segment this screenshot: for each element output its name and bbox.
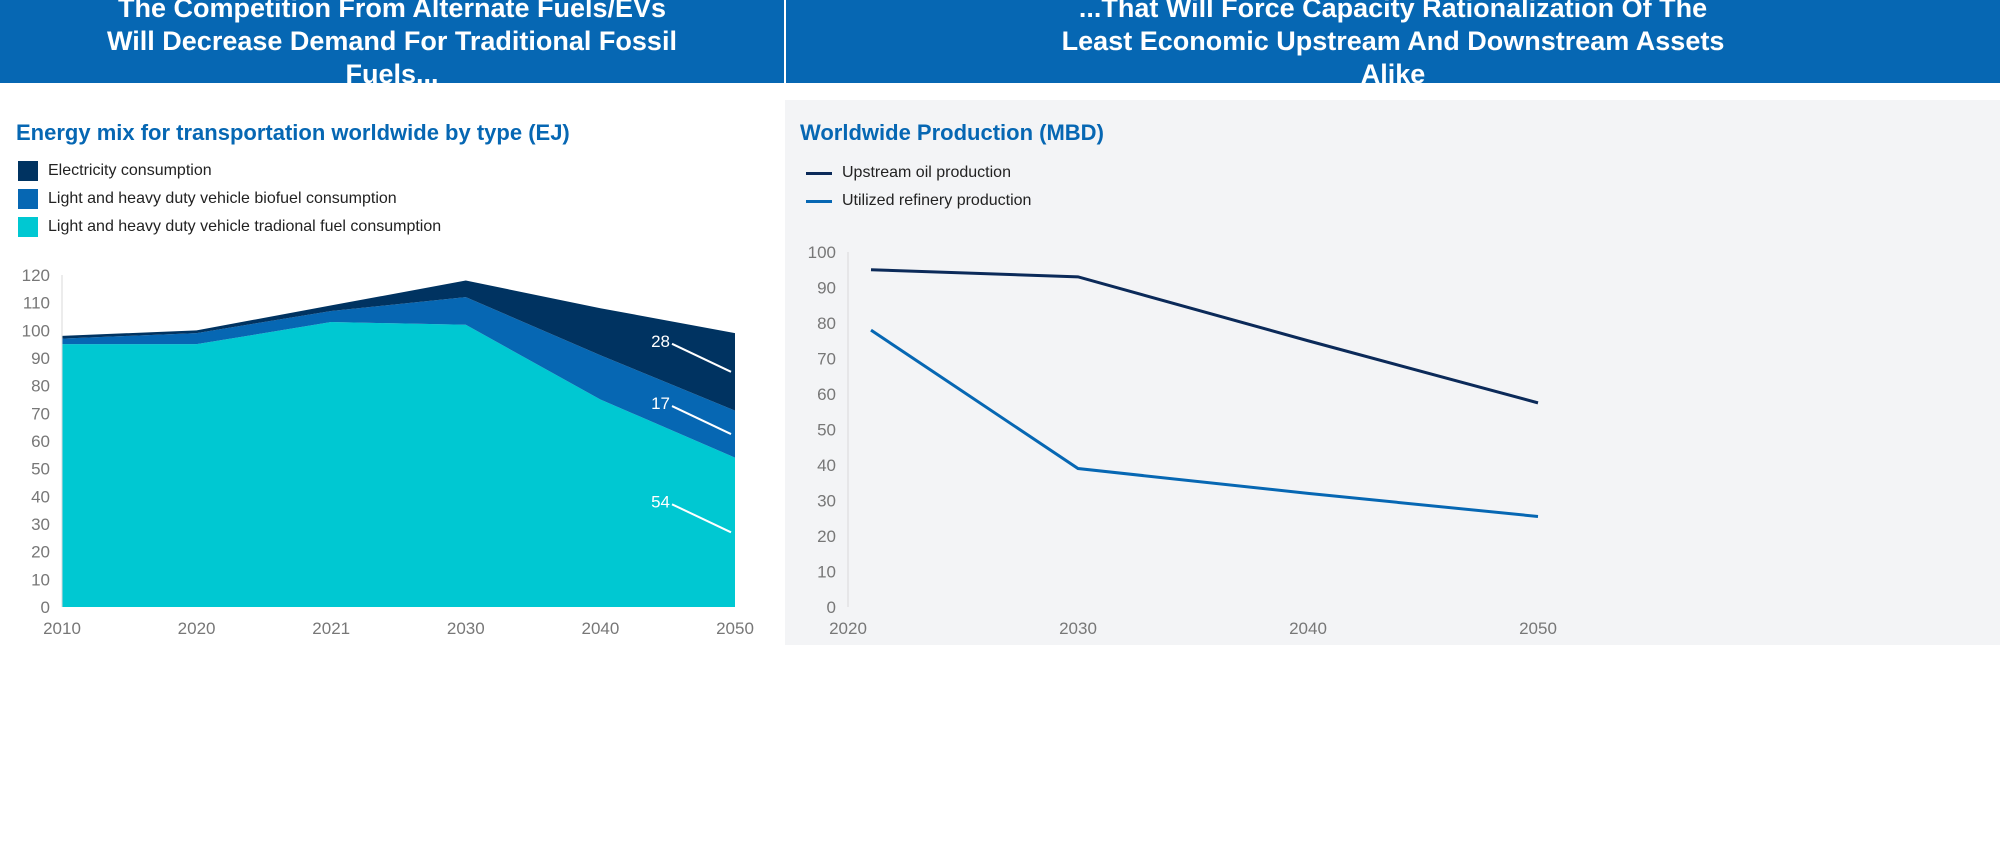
- right-y-tick-label: 50: [817, 421, 836, 440]
- legend-swatch: [18, 217, 38, 237]
- legend-item-refinery: Utilized refinery production: [806, 191, 1031, 211]
- data-label-leader: [671, 503, 732, 534]
- left-y-tick-label: 70: [31, 404, 50, 423]
- right-x-tick-label: 2040: [1289, 619, 1327, 638]
- area-series-0: [62, 322, 735, 607]
- legend-swatch: [18, 161, 38, 181]
- right-y-tick-label: 30: [817, 492, 836, 511]
- left-y-tick-label: 60: [31, 432, 50, 451]
- left-x-tick-label: 2030: [447, 619, 485, 638]
- area-series-2: [62, 280, 735, 411]
- right-y-tick-label: 80: [817, 314, 836, 333]
- left-y-tick-label: 120: [22, 266, 50, 285]
- line-series-1: [870, 328, 1539, 518]
- left-y-tick-label: 50: [31, 460, 50, 479]
- right-legend: Upstream oil production Utilized refiner…: [806, 163, 1031, 211]
- left-y-tick-label: 100: [22, 321, 50, 340]
- right-y-tick-label: 100: [808, 243, 836, 262]
- right-x-tick-label: 2050: [1519, 619, 1557, 638]
- legend-item-biofuel: Light and heavy duty vehicle biofuel con…: [18, 189, 441, 209]
- right-y-tick-label: 20: [817, 527, 836, 546]
- right-chart-panel: [785, 100, 2000, 645]
- left-y-tick-label: 40: [31, 487, 50, 506]
- right-y-tick-label: 0: [827, 598, 836, 617]
- left-legend: Electricity consumption Light and heavy …: [18, 161, 441, 237]
- left-x-tick-label: 2020: [178, 619, 216, 638]
- header-right: ...That Will Force Capacity Rationalizat…: [786, 0, 2000, 89]
- left-x-tick-label: 2021: [312, 619, 350, 638]
- left-x-tick-label: 2050: [716, 619, 754, 638]
- legend-swatch: [18, 189, 38, 209]
- right-y-tick-label: 60: [817, 385, 836, 404]
- data-label-leader: [671, 405, 732, 435]
- right-x-tick-label: 2020: [829, 619, 867, 638]
- data-label: 17: [651, 394, 670, 413]
- right-y-tick-label: 70: [817, 350, 836, 369]
- left-y-tick-label: 90: [31, 349, 50, 368]
- data-label: 28: [651, 332, 670, 351]
- right-x-tick-label: 2030: [1059, 619, 1097, 638]
- right-chart-title: Worldwide Production (MBD): [800, 120, 1104, 145]
- legend-item-traditional: Light and heavy duty vehicle tradional f…: [18, 217, 441, 237]
- left-y-tick-label: 30: [31, 515, 50, 534]
- right-y-tick-label: 40: [817, 456, 836, 475]
- left-x-tick-label: 2010: [43, 619, 81, 638]
- left-y-tick-label: 80: [31, 377, 50, 396]
- area-series-1: [62, 297, 735, 458]
- right-y-tick-label: 90: [817, 279, 836, 298]
- data-label: 54: [651, 492, 670, 511]
- legend-line: [806, 171, 832, 175]
- legend-item-electricity: Electricity consumption: [18, 161, 441, 181]
- left-chart-title: Energy mix for transportation worldwide …: [16, 120, 570, 145]
- data-label-leader: [671, 342, 732, 373]
- right-y-tick-label: 10: [817, 563, 836, 582]
- header-left: The Competition From Alternate Fuels/EVs…: [0, 0, 784, 89]
- left-y-tick-label: 10: [31, 570, 50, 589]
- left-x-tick-label: 2040: [581, 619, 619, 638]
- left-y-tick-label: 110: [23, 294, 50, 313]
- left-y-tick-label: 0: [41, 598, 50, 617]
- legend-line: [806, 199, 832, 203]
- legend-item-upstream: Upstream oil production: [806, 163, 1031, 183]
- line-series-0: [870, 268, 1539, 405]
- left-y-tick-label: 20: [31, 543, 50, 562]
